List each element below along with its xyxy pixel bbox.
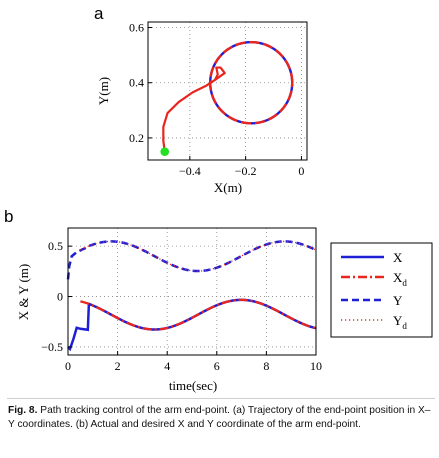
tick-label-y: 0 (57, 290, 63, 304)
caption-label: Fig. 8. (8, 405, 38, 416)
panel-a-grid (148, 22, 307, 160)
panel-b-label: b (4, 207, 13, 226)
tick-label-x: 10 (310, 359, 322, 373)
caption-divider (7, 398, 435, 399)
panel-a-axes-box (147, 21, 308, 161)
tick-label-x: 0 (65, 359, 71, 373)
legend: X Xd Y Yd (330, 242, 433, 338)
tick-label-y: 0.4 (129, 76, 144, 90)
panel-a-ylabel: Y(m) (96, 77, 111, 105)
legend-label-x: X (393, 250, 403, 265)
trajectory-approach-line (162, 66, 226, 152)
panel-a-series (160, 40, 294, 157)
panel-a-label: a (94, 4, 104, 23)
panel-b-plot-area (68, 228, 316, 355)
trajectory-circle-desired-line (209, 40, 294, 125)
figure-svg: a −0.4 −0.2 0 0.2 0.4 0.6 X(m) Y(m) b 0 2 4 6 8 10… (4, 4, 433, 393)
tick-label-x: −0.2 (235, 164, 257, 178)
legend-box (330, 242, 433, 338)
panel-b-xlabel: time(sec) (169, 378, 217, 393)
panel-b-grid (67, 228, 317, 355)
legend-label-xd: Xd (393, 270, 407, 288)
legend-label-yd: Yd (393, 313, 407, 331)
start-point-marker (160, 147, 170, 157)
panel-b-axes-box (67, 227, 317, 356)
series-y-line (66, 240, 317, 280)
caption-text: Path tracking control of the arm end-poi… (8, 405, 431, 430)
legend-label-yd-subscript: d (402, 321, 407, 331)
panel-b-series (66, 240, 317, 352)
tick-label-x: 8 (263, 359, 269, 373)
panel-a-ticks: −0.4 −0.2 0 0.2 0.4 0.6 (129, 21, 304, 178)
legend-label-xd-subscript: d (402, 278, 407, 288)
tick-label-y: 0.6 (129, 21, 144, 35)
tick-label-y: 0.2 (129, 131, 144, 145)
tick-label-x: −0.4 (179, 164, 201, 178)
panel-b-ticks: 0 2 4 6 8 10−0.500.5 (41, 239, 322, 373)
series-xd-line (80, 298, 317, 331)
tick-label-y: −0.5 (41, 340, 63, 354)
legend-label-y: Y (393, 293, 403, 308)
tick-label-x: 0 (298, 164, 304, 178)
tick-label-x: 6 (214, 359, 220, 373)
panel-a-xlabel: X(m) (214, 180, 242, 195)
tick-label-y: 0.5 (48, 239, 63, 253)
panel-b-ylabel: X & Y (m) (16, 264, 31, 320)
series-yd-line (80, 240, 317, 272)
chart-panel-b: 0 2 4 6 8 10−0.500.5 time(sec) X & Y (m) X Xd… (16, 227, 433, 393)
panel-a-plot-area (148, 22, 307, 160)
figure-caption: Fig. 8. Path tracking control of the arm… (8, 404, 434, 431)
chart-panel-a: −0.4 −0.2 0 0.2 0.4 0.6 X(m) Y(m) (96, 21, 308, 195)
tick-label-x: 4 (164, 359, 170, 373)
tick-label-x: 2 (115, 359, 121, 373)
